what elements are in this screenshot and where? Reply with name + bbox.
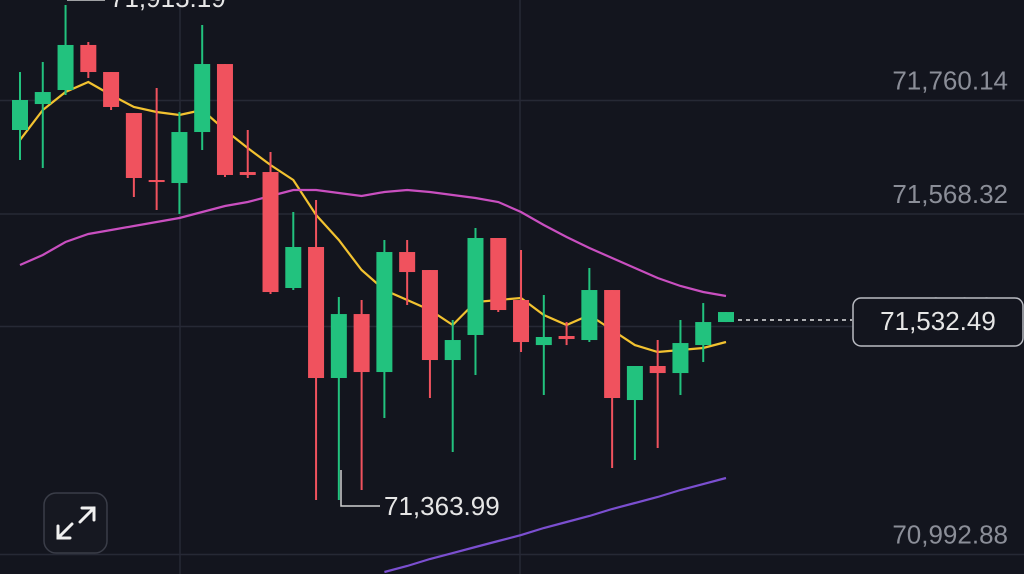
candle-body [80,44,97,73]
expand-button[interactable] [43,492,108,554]
candle-body [695,322,712,346]
candle-body [672,343,689,374]
candle-body [194,64,211,133]
y-tick-label: 71,568.32 [892,179,1008,209]
low-annotation: 71,363.99 [384,491,500,521]
candle-body [330,314,347,379]
candle-body [649,365,666,374]
candle-body [421,270,438,361]
candle-body [467,238,484,335]
candle-body [103,72,120,107]
last-price-label: 71,532.49 [880,306,996,336]
moving-average-line [384,476,727,574]
candle-body [558,335,575,340]
candle-body [308,246,325,379]
last-price-box [852,297,1024,347]
candle-body [376,252,393,373]
candle-body [171,132,188,184]
high-annotation: 71,915.19 [110,0,226,13]
annotation-leader [340,470,380,507]
candle-body [12,100,28,131]
candle-body [125,113,142,178]
candles [12,5,734,501]
candle-body [353,314,370,373]
candle-body [239,172,256,175]
candle-body [216,64,233,175]
candle-body [718,312,734,323]
candle-body [604,290,621,399]
candle-body [399,252,416,273]
candle-body [57,44,74,91]
grid [0,99,1024,556]
candle-body [490,238,507,311]
candle-body [34,92,51,105]
y-tick-label: 71,760.14 [892,65,1008,95]
candle-body [513,300,530,343]
y-tick-label: 70,992.88 [892,519,1008,549]
expand-icon [56,506,96,540]
candle-body [262,172,279,293]
moving-average-line [19,188,727,298]
candle-body [626,365,643,401]
expand-button-frame[interactable] [43,492,108,554]
candle-body [535,337,552,346]
candle-body [285,246,302,289]
candle-body [444,340,461,361]
candle-body [581,290,598,341]
candle-body [148,180,165,183]
